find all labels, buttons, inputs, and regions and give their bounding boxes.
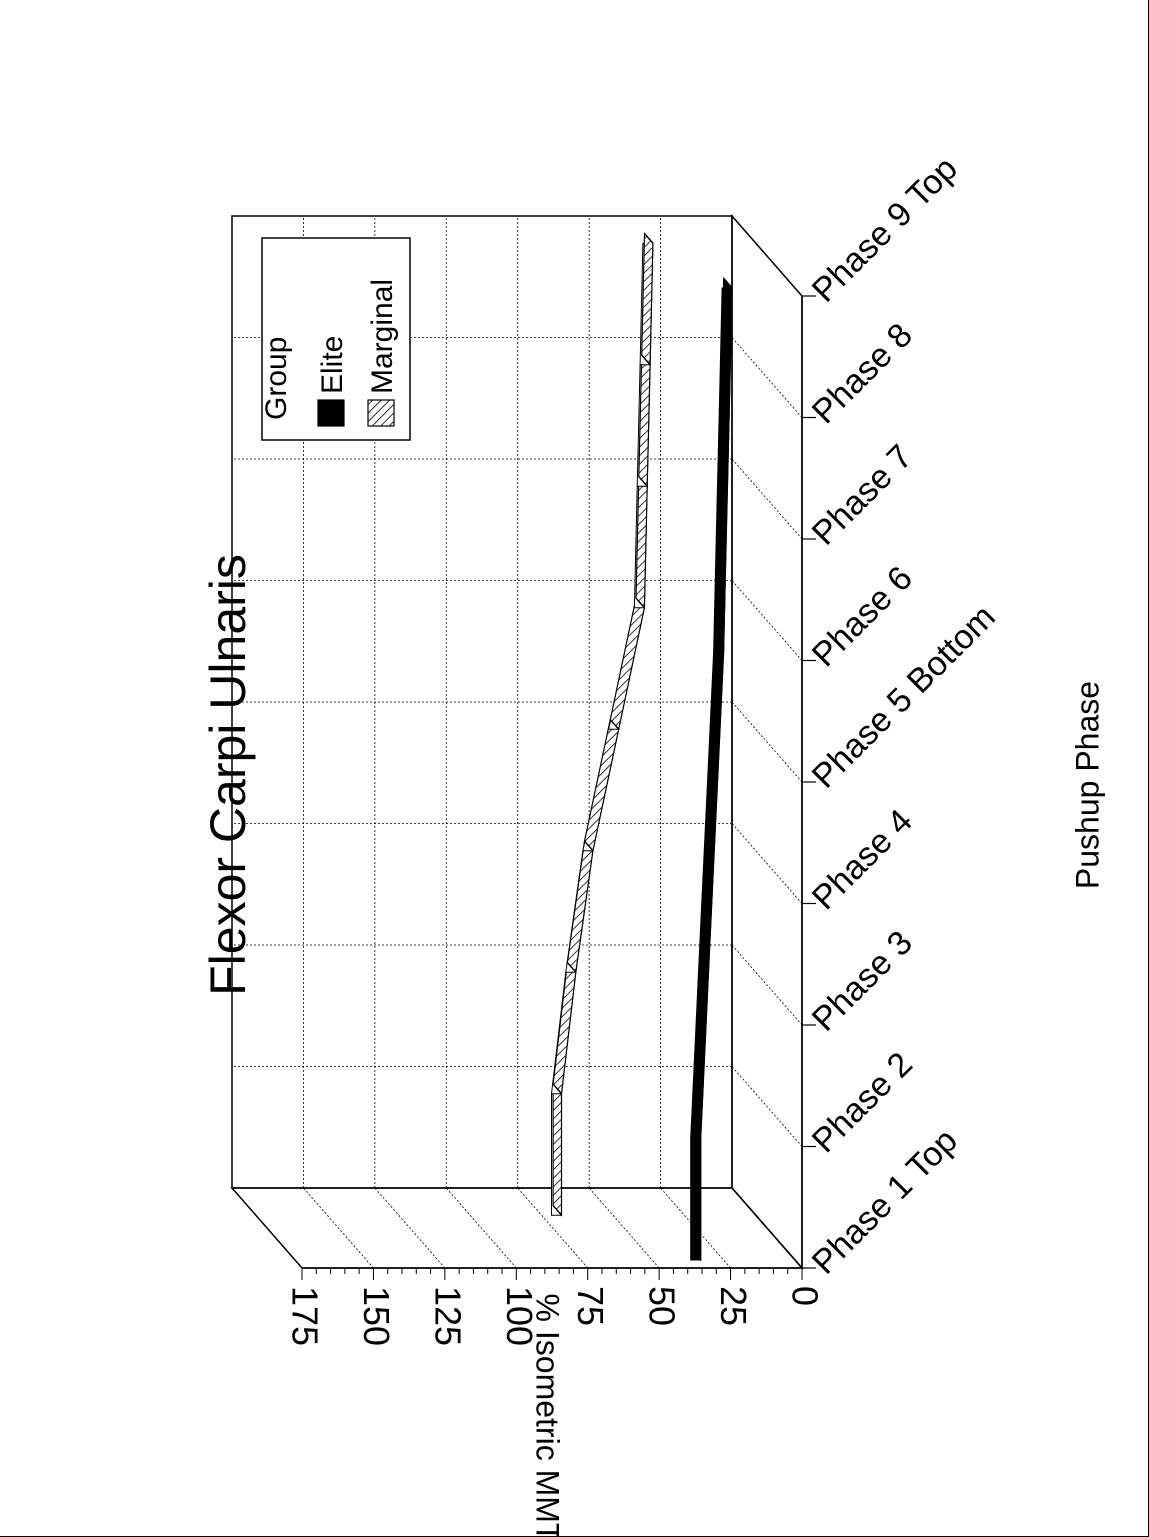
gridline-floor (731, 701, 803, 783)
category-tick-label: Phase 3 (805, 924, 920, 1039)
gridline-side (303, 1187, 374, 1269)
legend-swatch-elite (317, 399, 345, 427)
value-tick-label: 175 (284, 1286, 325, 1346)
category-tick-label: Phase 9 Top (805, 150, 965, 310)
data-point (552, 1083, 563, 1095)
data-point (644, 233, 654, 244)
data-point (691, 1128, 702, 1139)
data-point (584, 840, 594, 852)
data-point (714, 642, 725, 653)
legend: Group Elite Marginal (260, 237, 411, 441)
line-segment (708, 641, 725, 776)
gridline-side (445, 1187, 517, 1269)
line-segment (691, 1127, 702, 1262)
series-elite (690, 276, 733, 1262)
data-point (720, 399, 730, 410)
legend-label-marginal: Marginal (366, 279, 399, 394)
category-tick-label: Phase 8 (805, 316, 920, 431)
data-point (635, 597, 645, 609)
category-tick-label: Phase 7 (805, 438, 920, 553)
category-tick-label: Phase 2 (805, 1045, 920, 1160)
data-point (717, 520, 727, 532)
gridline-side (588, 1187, 660, 1269)
data-point (552, 1205, 563, 1216)
data-point (708, 763, 719, 775)
line-segment (583, 718, 620, 852)
line-segment (552, 1082, 563, 1217)
chart-title: Flexor Carpi Ulnaris (200, 554, 256, 996)
gridline-floor (731, 944, 803, 1026)
legend-label-elite: Elite (316, 336, 349, 394)
data-point (703, 885, 713, 896)
gridline-side (517, 1187, 589, 1269)
gridline-floor (731, 1066, 803, 1147)
data-point (609, 719, 620, 730)
value-tick-label: 125 (427, 1286, 468, 1346)
line-segment (609, 596, 646, 731)
data-point (697, 1006, 707, 1018)
legend-box (261, 237, 411, 441)
value-tick-label: 150 (356, 1286, 397, 1346)
category-tick-label: Phase 4 (805, 802, 920, 917)
line-segment (691, 1005, 708, 1141)
value-tick-label: 25 (713, 1286, 754, 1326)
gridline-floor (731, 337, 803, 418)
legend-title: Group (260, 337, 293, 420)
gridline-floor (731, 823, 803, 904)
legend-swatch-marginal (367, 399, 395, 427)
data-point (691, 1249, 702, 1261)
value-tick-label: 0 (784, 1286, 825, 1306)
side-wall (230, 1187, 804, 1269)
data-point (641, 354, 651, 366)
value-tick-label: 50 (642, 1286, 683, 1326)
line-segment (697, 884, 713, 1019)
y-axis-label: % Isometric MMT (530, 1294, 566, 1537)
value-tick-label: 100 (499, 1286, 540, 1346)
gridline-floor (731, 458, 803, 540)
data-point (566, 962, 577, 973)
category-tick-label: Phase 6 (805, 559, 920, 674)
series-marginal (550, 232, 654, 1217)
line-segment (703, 762, 719, 898)
gridline-floor (731, 580, 803, 661)
gridline-side (374, 1187, 446, 1269)
x-axis-label: Pushup Phase (1069, 681, 1105, 889)
data-point (638, 476, 648, 487)
value-tick-label: 75 (570, 1286, 611, 1326)
data-point (723, 277, 733, 289)
